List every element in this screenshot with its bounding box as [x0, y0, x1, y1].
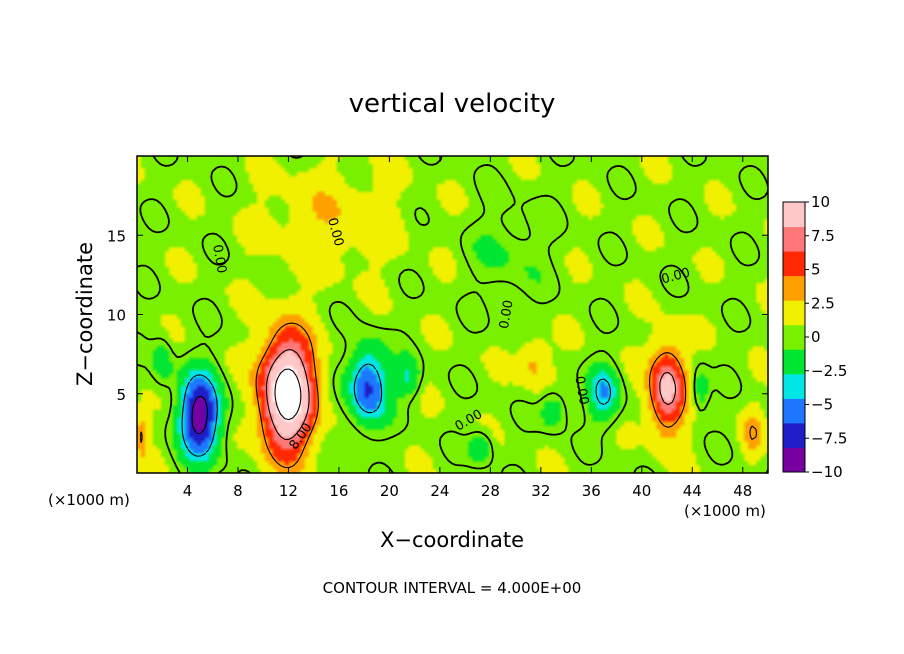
colorbar: 10 7.5 5 2.5 0 −2.5 −5 −7.5 −10: [782, 193, 847, 481]
colorbar-swatch: [783, 398, 805, 424]
colorbar-swatch: [783, 422, 805, 448]
colorbar-tick-label: 7.5: [811, 227, 835, 245]
colorbar-tick-label: −10: [811, 463, 843, 481]
contour-interval-note: CONTOUR INTERVAL = 4.000E+00: [323, 579, 582, 597]
contour-line-neg4: [181, 363, 612, 457]
x-tick-label: 32: [531, 482, 550, 500]
x-unit-label-left: (×1000 m): [48, 491, 130, 509]
x-tick-label: 44: [683, 482, 702, 500]
contour-lines: [137, 156, 768, 473]
colorbar-tick-label: 2.5: [811, 294, 835, 312]
x-tick-label: 40: [632, 482, 651, 500]
contour-label: 0.00: [497, 299, 517, 330]
contour-line-0: [137, 156, 768, 473]
colorbar-swatch: [783, 275, 805, 301]
contour-line-8: [265, 349, 677, 440]
heatmap-field: [137, 156, 768, 473]
colorbar-swatches: [783, 202, 805, 473]
colorbar-swatch: [783, 324, 805, 350]
x-tick-label: 4: [183, 482, 193, 500]
colorbar-tick-label: −2.5: [811, 362, 847, 380]
contour-line-4: [140, 322, 758, 469]
contour-label: 0.00: [571, 375, 591, 406]
contour-label: 0.00: [660, 265, 692, 287]
colorbar-swatch: [783, 373, 805, 399]
y-tick-label: 15: [107, 227, 126, 245]
y-axis-title: Z−coordinate: [73, 242, 97, 386]
colorbar-swatch: [783, 349, 805, 375]
contour-label: 0.00: [324, 216, 346, 248]
colorbar-ticks: 10 7.5 5 2.5 0 −2.5 −5 −7.5 −10: [805, 193, 847, 481]
colorbar-swatch: [783, 251, 805, 277]
colorbar-tick-label: 10: [811, 193, 830, 211]
colorbar-swatch: [783, 226, 805, 252]
contour-line-12: [274, 368, 302, 421]
x-tick-label: 8: [233, 482, 243, 500]
x-tick-label: 48: [733, 482, 752, 500]
x-axis-title: X−coordinate: [380, 528, 524, 552]
x-tick-label: 20: [380, 482, 399, 500]
x-tick-label: 36: [582, 482, 601, 500]
colorbar-tick-label: 0: [811, 328, 821, 346]
contour-line-neg8: [191, 395, 208, 435]
x-axis: 4 8 12 16 20 24 28 32 36 40 44 48: [183, 156, 752, 500]
x-tick-label: 16: [329, 482, 348, 500]
y-tick-label: 10: [107, 307, 126, 325]
y-tick-label: 5: [116, 386, 126, 404]
colorbar-swatch: [783, 300, 805, 326]
x-tick-label: 24: [430, 482, 449, 500]
colorbar-swatch: [783, 447, 805, 473]
contour-label: 0.00: [209, 243, 229, 274]
contour-labels: 8.000.000.000.000.000.000.00: [209, 216, 692, 453]
x-unit-label-right: (×1000 m): [684, 502, 766, 520]
y-axis: 5 10 15: [107, 227, 768, 404]
colorbar-tick-label: −7.5: [811, 429, 847, 447]
chart-title: vertical velocity: [349, 89, 556, 119]
colorbar-tick-label: −5: [811, 396, 833, 414]
colorbar-swatch: [783, 202, 805, 228]
x-tick-label: 28: [481, 482, 500, 500]
plot-area: [137, 156, 768, 473]
colorbar-tick-label: 5: [811, 261, 821, 279]
x-tick-label: 12: [279, 482, 298, 500]
